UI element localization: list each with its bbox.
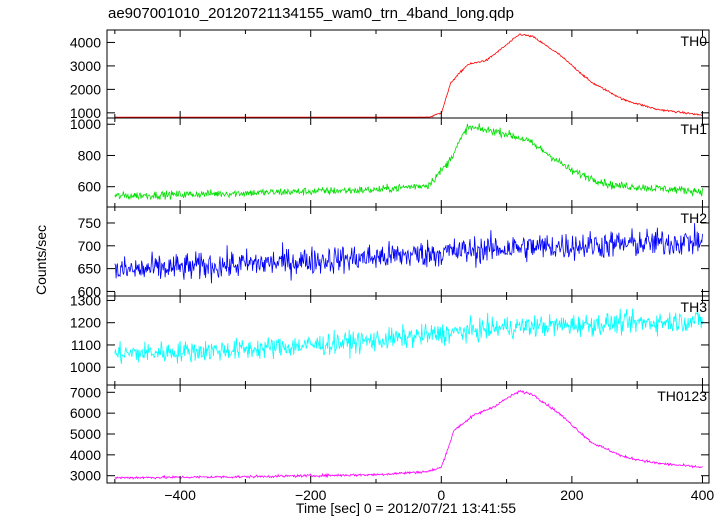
panel-frame [106,295,710,386]
y-tick-label: 5000 [70,426,101,442]
y-tick-label: 800 [78,147,102,163]
y-axis-label: Counts/sec [33,225,49,295]
panel-frame [106,29,710,119]
y-tick-label: 4000 [70,447,101,463]
y-tick-label: 7000 [70,384,101,400]
y-tick-label: 1000 [70,359,101,375]
y-tick-label: 6000 [70,405,101,421]
y-tick-label: 1000 [70,116,101,132]
panel-label: TH2 [681,210,708,226]
panel-th3: 1000 1100 1200 1300 TH3 [70,292,710,386]
y-tick-label: 1000 [70,105,101,121]
panel-th1: 600 800 1000 TH1 [70,116,710,208]
x-tick-label: −400 [164,487,196,503]
series-th3 [114,308,703,364]
y-tick-label: 700 [78,238,102,254]
series-th2 [114,223,703,284]
panel-label: TH0123 [657,388,707,404]
y-tick-label: 1300 [70,292,101,308]
y-tick-label: 1100 [71,337,101,353]
chart-title: ae907001010_20120721134155_wam0_trn_4ban… [108,5,514,22]
y-tick-label: 3000 [70,468,101,484]
panel-label: TH1 [681,121,708,137]
series-th0 [114,33,703,118]
panel-frame [106,384,710,484]
y-tick-label: 600 [78,179,102,195]
y-tick-label: 1200 [70,315,101,331]
x-axis-label: Time [sec] 0 = 2012/07/21 13:41:55 [296,500,516,516]
series-th1 [114,123,703,201]
panel-label: TH3 [681,299,708,315]
y-tick-label: 4000 [70,34,101,50]
x-tick-label: 400 [691,487,715,503]
y-tick-label: 2000 [70,81,101,97]
x-tick-label: 0 [437,487,445,503]
panel-th0: 1000 2000 3000 4000 TH0 [70,29,710,121]
panel-th0123: 3000 4000 5000 6000 7000 TH0123 [70,384,710,484]
panel-label: TH0 [681,33,708,49]
x-tick-label: 200 [560,487,584,503]
y-tick-label: 650 [78,261,102,277]
y-tick-label: 600 [78,283,102,299]
y-tick-label: 750 [78,215,102,231]
series-th0123 [114,389,703,480]
panel-th2: 600 650 700 750 TH2 [78,206,710,299]
x-tick-label: −200 [295,487,327,503]
y-tick-label: 3000 [70,58,101,74]
